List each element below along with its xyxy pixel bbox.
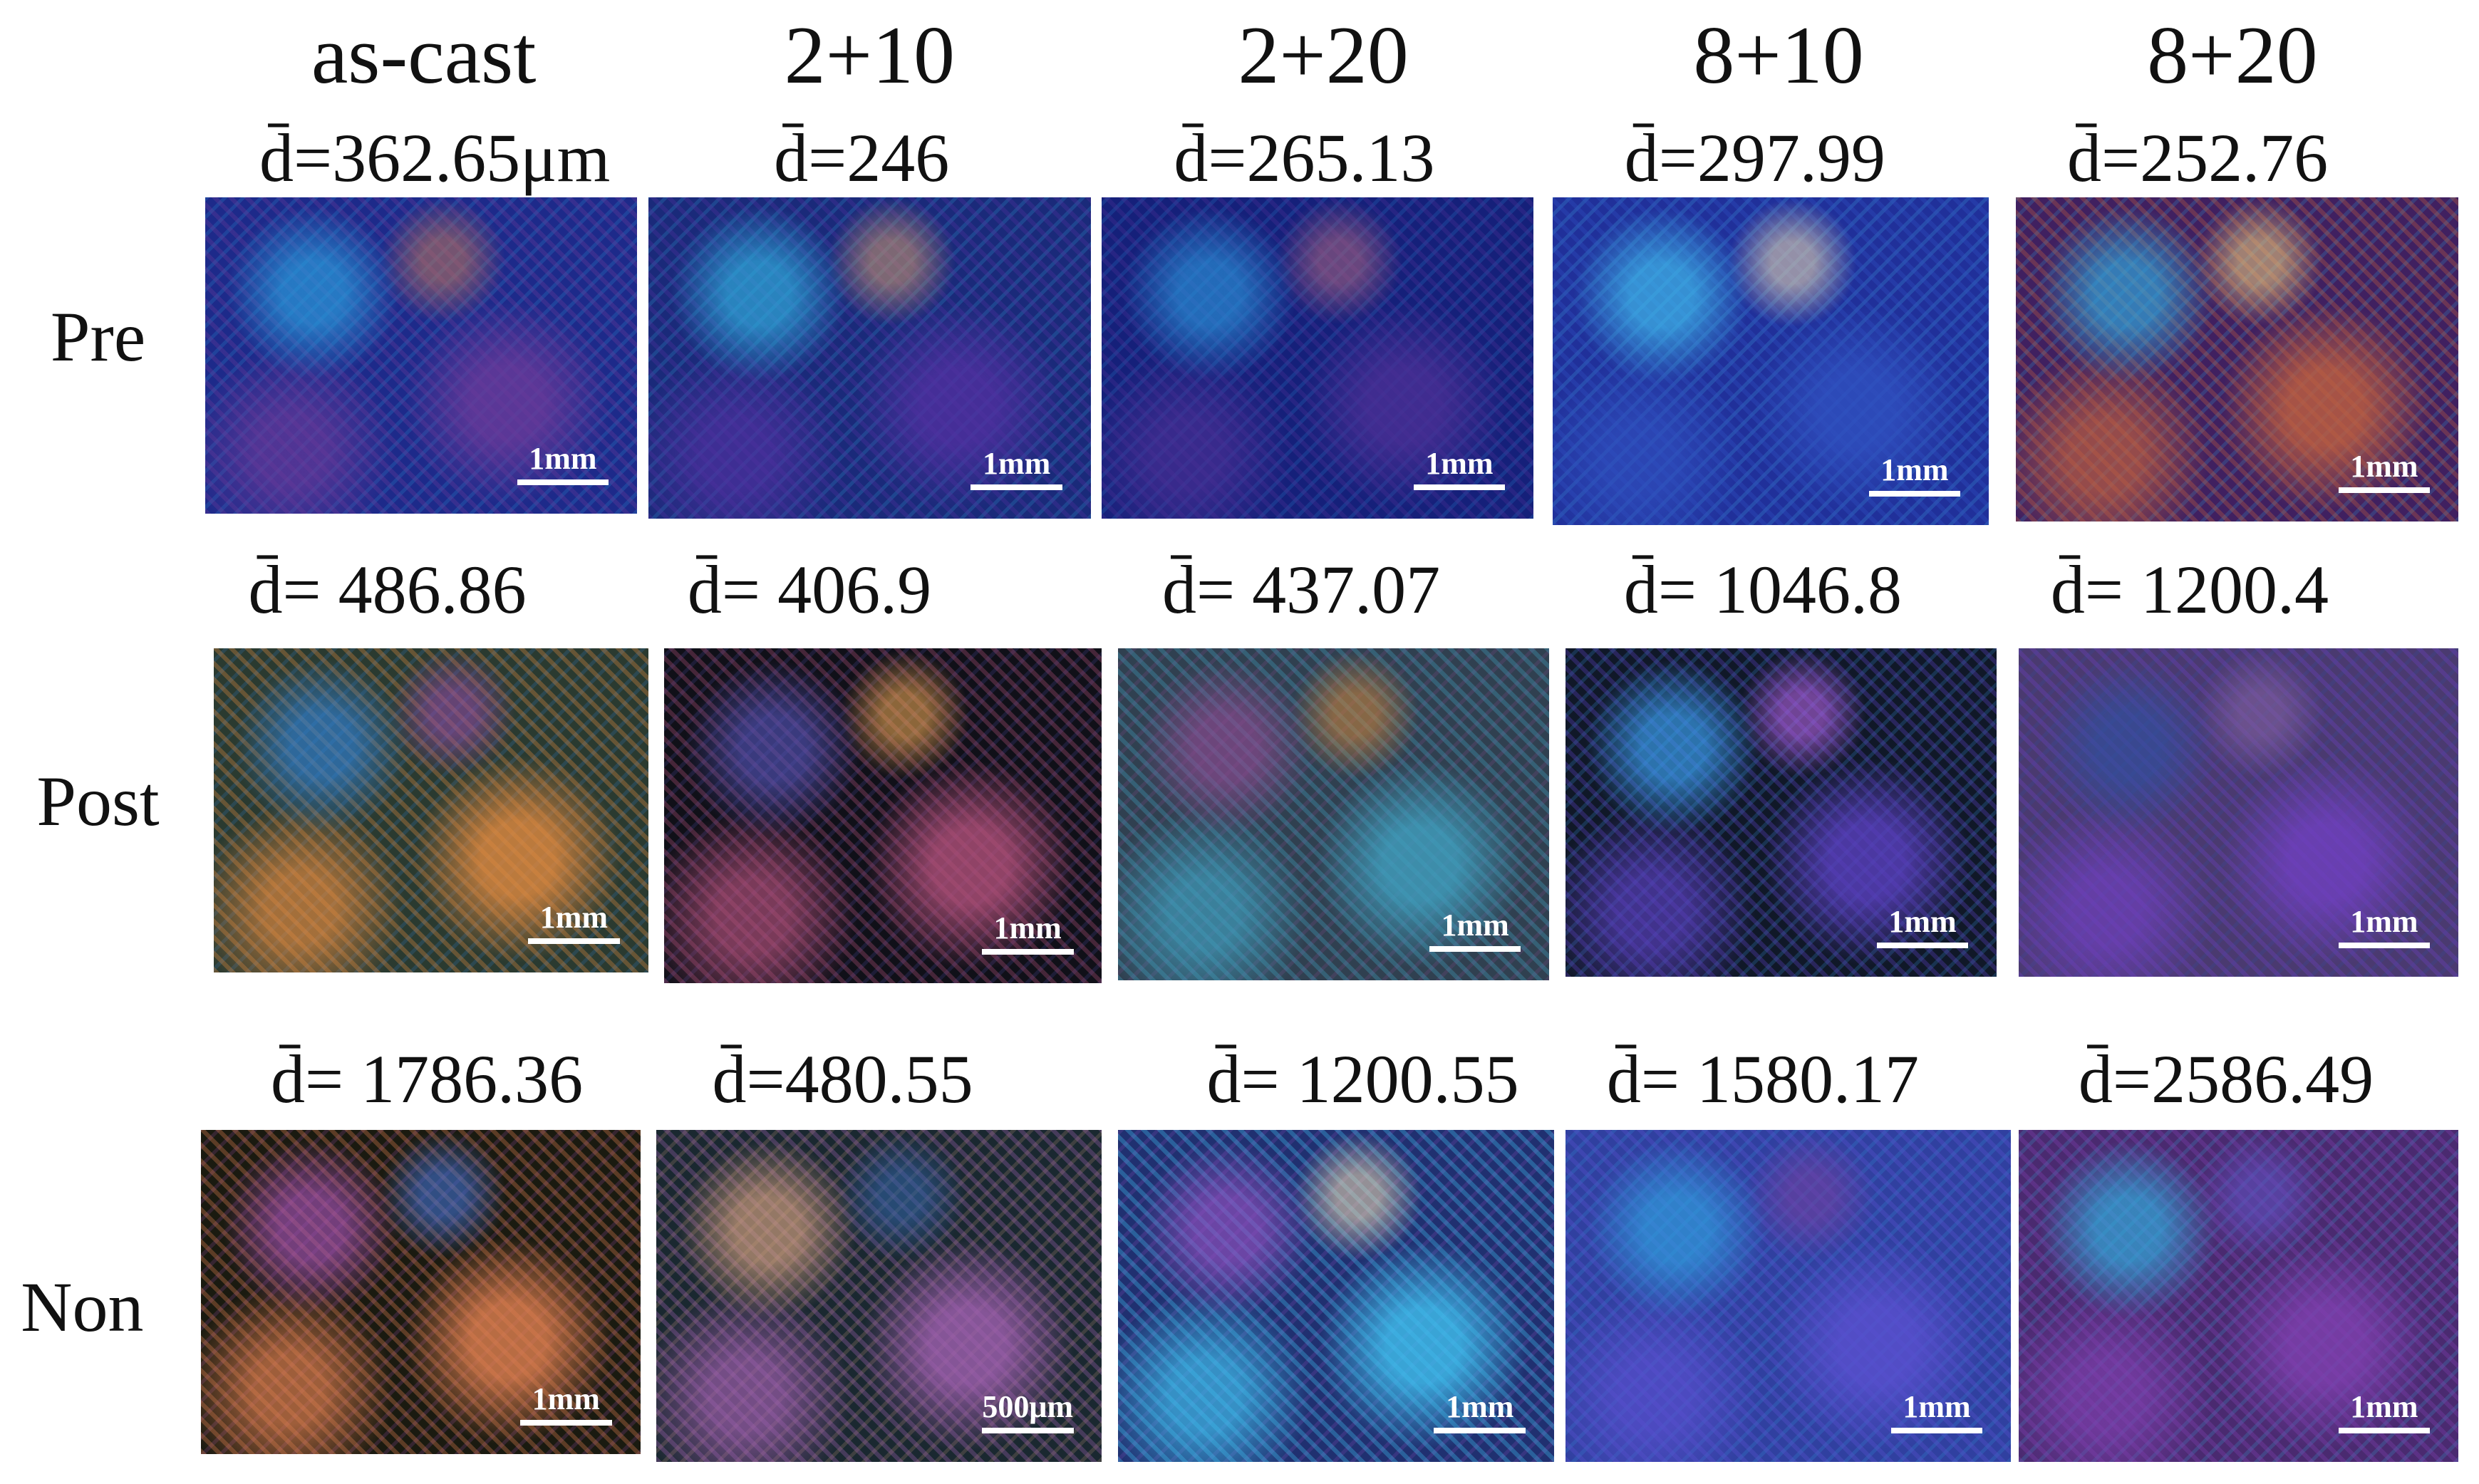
scale-bar-line bbox=[519, 1420, 612, 1426]
grain-size-label: d̄=297.99 bbox=[1624, 119, 1885, 196]
scale-bar: 1mm bbox=[2338, 1389, 2431, 1434]
scale-bar-label: 1mm bbox=[2350, 1389, 2418, 1425]
scale-bar-label: 1mm bbox=[1446, 1389, 1514, 1425]
micrograph: 1mm bbox=[205, 197, 638, 514]
scale-bar-label: 1mm bbox=[532, 1381, 600, 1417]
scale-bar-line bbox=[1868, 490, 1961, 497]
scale-bar: 1mm bbox=[1413, 445, 1506, 490]
scale-bar: 1mm bbox=[1876, 903, 1969, 949]
scale-bar-line bbox=[981, 1428, 1074, 1434]
grain-size-label: d̄=2586.49 bbox=[2078, 1041, 2374, 1118]
micrograph: 1mm bbox=[1117, 648, 1550, 980]
scale-bar-label: 1mm bbox=[1425, 445, 1494, 481]
micrograph: 1mm bbox=[200, 1130, 641, 1455]
scale-bar: 1mm bbox=[971, 445, 1062, 490]
column-header: 2+10 bbox=[784, 9, 956, 101]
grain-size-label: d̄= 486.86 bbox=[248, 551, 527, 628]
scale-bar-line bbox=[2338, 1428, 2431, 1434]
column-header: 8+20 bbox=[2147, 9, 2318, 101]
grain-size-label: d̄=265.13 bbox=[1174, 119, 1435, 196]
scale-bar-label: 1mm bbox=[2350, 449, 2418, 484]
row-label: Post bbox=[36, 761, 160, 841]
scale-bar-line bbox=[971, 484, 1062, 490]
scale-bar: 1mm bbox=[1429, 907, 1521, 952]
scale-bar-line bbox=[1413, 484, 1506, 490]
scale-bar: 1mm bbox=[1434, 1389, 1526, 1434]
scale-bar: 1mm bbox=[981, 910, 1074, 955]
scale-bar: 1mm bbox=[2338, 448, 2431, 494]
row-label: Non bbox=[21, 1267, 144, 1347]
row-label: Pre bbox=[50, 296, 146, 376]
micrograph: 1mm bbox=[2015, 197, 2459, 522]
scale-bar-line bbox=[1434, 1428, 1526, 1434]
micrograph: 500μm bbox=[656, 1130, 1102, 1463]
scale-bar-label: 1mm bbox=[993, 910, 1062, 946]
scale-bar-line bbox=[2338, 943, 2431, 949]
scale-bar-line bbox=[1876, 943, 1969, 949]
grain-size-label: d̄= 1046.8 bbox=[1623, 551, 1902, 628]
scale-bar-line bbox=[517, 479, 609, 486]
scale-bar: 1mm bbox=[528, 899, 620, 944]
scale-bar-label: 1mm bbox=[529, 441, 597, 477]
scale-bar-label: 500μm bbox=[982, 1389, 1073, 1425]
scale-bar-label: 1mm bbox=[1888, 904, 1957, 940]
micrograph: 1mm bbox=[648, 197, 1091, 519]
grain-size-label: d̄= 1200.55 bbox=[1206, 1041, 1519, 1118]
scale-bar-line bbox=[528, 938, 620, 944]
grain-size-label: d̄= 1200.4 bbox=[2050, 551, 2329, 628]
scale-bar: 1mm bbox=[1868, 452, 1961, 497]
scale-bar-label: 1mm bbox=[1903, 1389, 1971, 1425]
micrograph: 1mm bbox=[663, 648, 1102, 984]
micrograph: 1mm bbox=[2019, 1130, 2459, 1463]
scale-bar: 1mm bbox=[2338, 903, 2431, 949]
scale-bar-label: 1mm bbox=[539, 899, 609, 935]
grain-size-label: d̄= 406.9 bbox=[687, 551, 932, 628]
scale-bar-line bbox=[2338, 487, 2431, 494]
grain-size-label: d̄= 1580.17 bbox=[1606, 1041, 1919, 1118]
micrograph: 1mm bbox=[2019, 648, 2459, 977]
scale-bar-label: 1mm bbox=[1441, 907, 1509, 943]
grain-size-label: d̄= 1786.36 bbox=[270, 1041, 584, 1118]
scale-bar-line bbox=[1890, 1428, 1983, 1434]
grain-size-label: d̄=252.76 bbox=[2066, 119, 2329, 196]
scale-bar-label: 1mm bbox=[983, 445, 1051, 481]
column-header: 8+10 bbox=[1693, 9, 1864, 101]
scale-bar-line bbox=[1429, 945, 1521, 952]
grain-size-label: d̄=480.55 bbox=[712, 1041, 973, 1118]
grain-size-label: d̄= 437.07 bbox=[1161, 551, 1441, 628]
scale-bar: 1mm bbox=[1890, 1389, 1983, 1434]
micrograph: 1mm bbox=[1565, 1130, 2012, 1463]
column-header: as-cast bbox=[311, 9, 537, 101]
micrograph: 1mm bbox=[1102, 197, 1534, 519]
micrograph: 1mm bbox=[213, 648, 648, 972]
column-header: 2+20 bbox=[1238, 9, 1409, 101]
scale-bar: 500μm bbox=[981, 1389, 1074, 1434]
scale-bar-label: 1mm bbox=[1880, 452, 1949, 487]
micrograph: 1mm bbox=[1565, 648, 1997, 977]
micrograph: 1mm bbox=[1117, 1130, 1555, 1463]
micrograph: 1mm bbox=[1552, 197, 1989, 525]
scale-bar-label: 1mm bbox=[2350, 904, 2418, 940]
scale-bar: 1mm bbox=[517, 440, 609, 486]
grain-size-label: d̄=362.65μm bbox=[259, 119, 611, 196]
grain-size-label: d̄=246 bbox=[774, 119, 950, 196]
scale-bar: 1mm bbox=[519, 1381, 612, 1426]
scale-bar-line bbox=[981, 949, 1074, 955]
